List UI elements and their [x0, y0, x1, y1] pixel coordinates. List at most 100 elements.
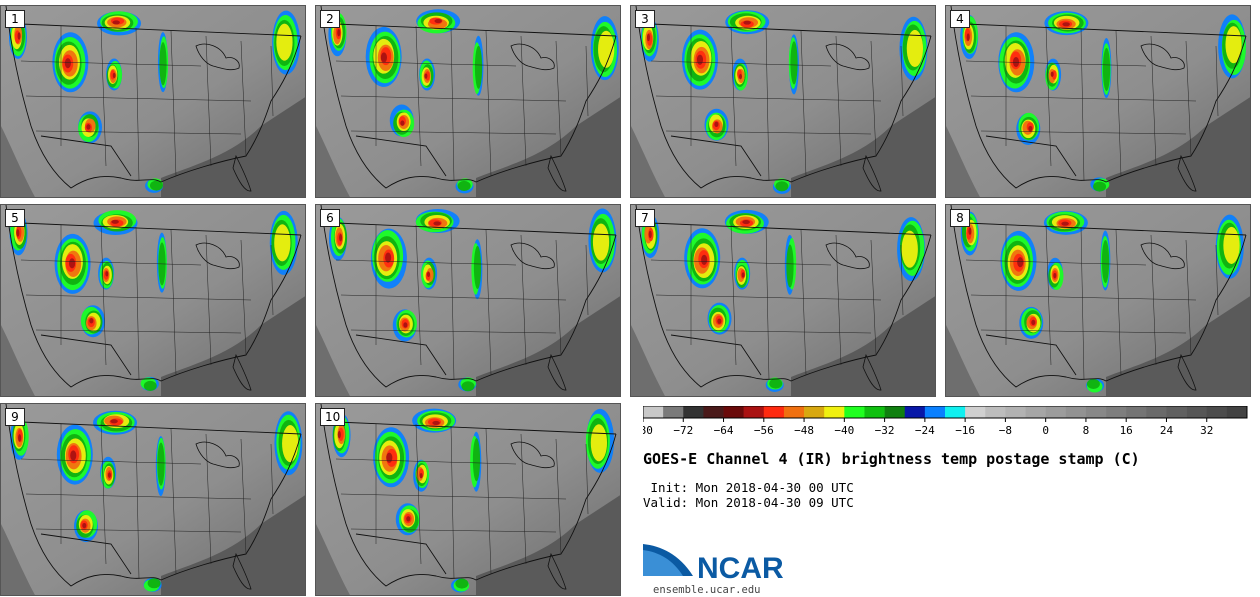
state-line [800, 30, 807, 177]
state-line [555, 40, 562, 157]
colorbar-swatch [683, 406, 704, 418]
state-line [1215, 45, 1219, 117]
northern-border [335, 421, 617, 435]
state-line [1185, 239, 1192, 356]
cloud-cluster [70, 450, 77, 461]
cloud-cluster [741, 272, 745, 278]
state-line [970, 294, 1197, 301]
postage-stamp-panel-6: 6 [315, 204, 621, 397]
state-lines [650, 25, 904, 182]
state-line [650, 60, 832, 67]
state-line [520, 433, 527, 565]
cloud-cluster [1093, 181, 1107, 192]
state-line [340, 294, 567, 301]
state-line [485, 229, 492, 376]
cloud-cluster [966, 33, 970, 41]
cloud-cluster [433, 221, 441, 226]
cloud-cluster [149, 180, 163, 191]
state-line [100, 224, 107, 366]
colorbar-tick-label: −56 [754, 424, 774, 437]
cloud-cluster [159, 42, 167, 86]
colorbar-swatch [1106, 406, 1127, 418]
ncar-logo-swoosh-light [643, 550, 683, 576]
cloud-cluster [426, 271, 430, 278]
ocean-area [161, 495, 305, 595]
state-line [520, 234, 527, 366]
state-lines [650, 224, 904, 381]
cloud-cluster [701, 254, 708, 266]
state-lines [965, 25, 1219, 182]
product-title: GOES-E Channel 4 (IR) brightness temp po… [643, 450, 1140, 468]
great-lakes [1140, 43, 1185, 71]
colorbar-swatch [1146, 406, 1167, 418]
state-line [765, 226, 770, 381]
panel-number-6: 6 [320, 209, 340, 227]
map-borders [950, 6, 1247, 189]
cloud-cluster [424, 73, 428, 79]
state-line [350, 329, 557, 334]
cloud-cluster [461, 381, 475, 392]
pacific-area [946, 126, 980, 197]
colorbar-tick-label: −48 [794, 424, 814, 437]
colorbar-tick-label: −24 [915, 424, 935, 437]
cloud-cluster [1062, 22, 1070, 27]
cloud-cluster [473, 245, 482, 290]
state-line [335, 458, 517, 465]
great-lakes [510, 441, 555, 469]
cloud-cluster [1053, 272, 1057, 279]
great-lakes [195, 242, 240, 270]
cloud-cluster [112, 20, 120, 25]
northern-border [20, 23, 302, 37]
state-line [35, 130, 242, 135]
colorbar-swatch [965, 406, 986, 418]
postage-stamp-panel-9: 9 [0, 403, 306, 596]
ncar-logo-text: NCAR [697, 552, 784, 582]
cloud-cluster [457, 180, 471, 191]
ocean-area [791, 296, 935, 396]
ir-map-2 [316, 6, 620, 197]
state-line [415, 25, 422, 167]
state-line [25, 493, 252, 500]
state-lines [20, 224, 274, 381]
great-lakes [510, 242, 555, 270]
state-line [450, 27, 455, 182]
southern-border [40, 533, 132, 575]
cloud-cluster [739, 73, 743, 80]
state-line [1150, 35, 1157, 167]
cloud-cluster [82, 522, 87, 529]
southern-border [985, 334, 1077, 376]
florida [547, 353, 567, 391]
cloud-cluster [111, 219, 119, 224]
southern-border [355, 334, 447, 376]
cloud-cluster [380, 52, 387, 63]
coastline [635, 6, 932, 189]
pacific-area [631, 325, 665, 396]
colorbar-swatch [1005, 406, 1026, 418]
postage-stamp-panel-4: 4 [945, 5, 1251, 198]
cloud-cluster [1223, 226, 1240, 264]
cloud-cluster [143, 380, 157, 391]
state-line [20, 259, 202, 266]
colorbar-swatch [1025, 406, 1046, 418]
state-line [665, 130, 872, 135]
cloud-cluster [598, 30, 615, 68]
cloud-cluster [432, 420, 440, 425]
postage-stamp-panel-10: 10 [315, 403, 621, 596]
coastline [320, 404, 617, 587]
state-line [800, 229, 807, 376]
state-line [340, 493, 567, 500]
cloud-cluster [157, 442, 165, 486]
panel-number-5: 5 [5, 209, 25, 227]
colorbar-swatch [1186, 406, 1208, 418]
coastline [635, 205, 932, 388]
state-line [1045, 224, 1052, 366]
cloud-cluster [17, 32, 21, 40]
state-line [585, 443, 589, 515]
florida [232, 154, 252, 192]
cloud-cluster [337, 28, 341, 37]
ncar-logo-url: ensemble.ucar.edu [653, 584, 761, 596]
state-line [765, 27, 770, 182]
ocean-area [161, 97, 305, 197]
pacific-area [946, 325, 980, 396]
